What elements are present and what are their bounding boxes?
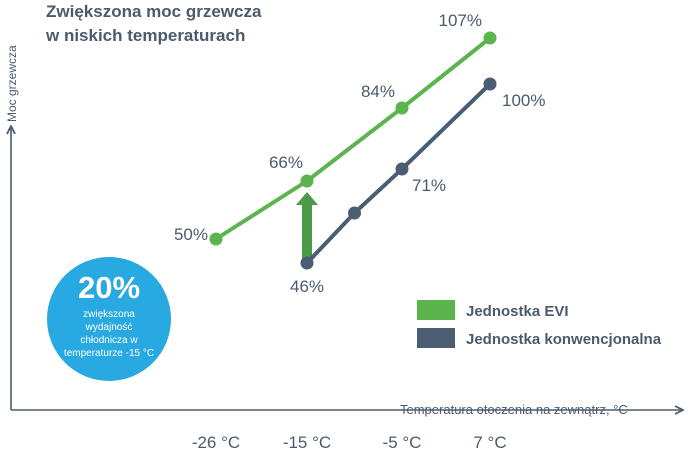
- legend-label: Jednostka EVI: [466, 303, 569, 320]
- y-axis-label: Moc grzewcza: [5, 45, 19, 122]
- data-point: [348, 206, 361, 220]
- legend-swatch: [417, 300, 455, 320]
- data-point: [483, 31, 497, 45]
- title-line-2: w niskich temperaturach: [46, 26, 246, 45]
- data-label: 46%: [290, 277, 324, 296]
- plot-area: -26 °C -15 °C -5 °C 7 °C 50% 66% 84% 107% 46% 71%…: [174, 11, 546, 451]
- data-label: 100%: [502, 91, 545, 110]
- x-tick-label: -5 °C: [383, 433, 422, 451]
- up-arrow-icon: [296, 192, 318, 263]
- legend: Jednostka EVI Jednostka konwencjonalna: [417, 300, 662, 348]
- data-point: [395, 162, 409, 176]
- badge-text: zwiększona wydajność chłodnicza w temper…: [63, 309, 155, 359]
- data-point: [300, 256, 314, 270]
- data-point: [300, 174, 314, 188]
- data-label: 84%: [361, 82, 395, 101]
- series-line: [305, 82, 492, 265]
- legend-swatch: [417, 328, 455, 348]
- data-label: 107%: [439, 11, 482, 30]
- title-line-1: Zwiększona moc grzewcza: [46, 2, 262, 21]
- data-point: [209, 232, 223, 246]
- chart-title: Zwiększona moc grzewcza w niskich temper…: [46, 0, 261, 48]
- data-label: 66%: [269, 153, 303, 172]
- x-tick-label: 7 °C: [473, 433, 506, 451]
- data-label: 50%: [174, 225, 208, 244]
- x-tick-label: -15 °C: [283, 433, 331, 451]
- data-point: [483, 77, 497, 91]
- series-line: [214, 36, 492, 241]
- data-label: 71%: [412, 176, 446, 195]
- info-badge: 20% zwiększona wydajność chłodnicza w te…: [47, 257, 171, 381]
- x-tick-label: -26 °C: [192, 433, 240, 451]
- legend-label: Jednostka konwencjonalna: [466, 331, 662, 348]
- badge-value: 20%: [77, 270, 141, 305]
- data-point: [395, 101, 409, 115]
- x-axis-label: Temperatura otoczenia na zewnątrz, °C: [400, 402, 628, 417]
